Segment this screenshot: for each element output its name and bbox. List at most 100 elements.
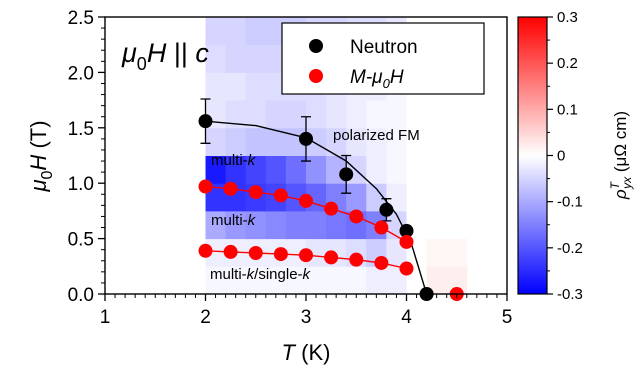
heatmap-cell bbox=[446, 127, 468, 156]
heatmap-cell bbox=[265, 210, 287, 240]
heatmap-cell bbox=[205, 72, 227, 101]
neutron-point bbox=[198, 114, 213, 129]
heatmap-cell bbox=[426, 155, 448, 184]
heatmap-cell bbox=[245, 17, 267, 46]
mh_upper-point bbox=[223, 181, 238, 196]
heatmap-cell bbox=[326, 127, 347, 156]
heatmap-cell bbox=[205, 127, 227, 156]
heatmap-cell bbox=[326, 210, 347, 240]
mh_upper-point bbox=[248, 185, 263, 200]
heatmap-cell bbox=[265, 17, 287, 46]
x-axis-title: T (K) bbox=[282, 340, 331, 365]
phase-label-multi-k-top: multi-k bbox=[211, 152, 257, 169]
heatmap-cell bbox=[366, 183, 387, 212]
colorbar-tick-label: 0 bbox=[557, 148, 565, 165]
x-tick-label: 5 bbox=[502, 307, 513, 328]
heatmap-cell bbox=[205, 17, 227, 46]
mh_lower-point bbox=[223, 244, 238, 259]
mh_lower-point bbox=[248, 246, 263, 261]
heatmap-cell bbox=[446, 210, 468, 240]
data-points bbox=[198, 98, 464, 301]
heatmap-cell bbox=[366, 100, 387, 129]
legend-mh-marker bbox=[309, 69, 323, 83]
heatmap-cell bbox=[346, 266, 367, 295]
mh_upper-point bbox=[273, 188, 288, 203]
heatmap-cell bbox=[406, 127, 428, 156]
colorbar bbox=[517, 16, 548, 295]
legend-neutron-marker bbox=[309, 39, 323, 53]
y-tick-label: 0.0 bbox=[68, 285, 94, 306]
heatmap-cell bbox=[306, 155, 327, 184]
neutron-boundary-curve bbox=[205, 120, 428, 295]
heatmap-cell bbox=[245, 210, 267, 240]
mh_lower-point bbox=[374, 255, 389, 270]
heatmap-cell bbox=[446, 238, 468, 267]
heatmap-cell bbox=[245, 100, 267, 129]
y-tick-label: 0.5 bbox=[68, 230, 94, 251]
heatmap-cell bbox=[406, 183, 428, 212]
mh_upper-point bbox=[198, 179, 213, 194]
heatmap-cell bbox=[446, 266, 468, 295]
heatmap-cell bbox=[426, 210, 448, 240]
heatmap-cell bbox=[446, 155, 468, 184]
colorbar-tick-label: 0.2 bbox=[557, 55, 578, 72]
phase-label-polarized: polarized FM bbox=[333, 127, 420, 144]
mh_lower-point bbox=[349, 252, 364, 267]
mh_lower-point bbox=[299, 248, 313, 263]
mh_upper-point bbox=[349, 209, 364, 224]
heatmap-cell bbox=[245, 155, 267, 184]
heatmap-cell bbox=[205, 238, 227, 267]
heatmap-cell bbox=[225, 155, 247, 184]
heatmap-cell bbox=[225, 100, 247, 129]
legend-neutron-label: Neutron bbox=[350, 37, 418, 58]
mh_upper-point bbox=[374, 220, 389, 235]
heatmap-cell bbox=[265, 72, 287, 101]
heatmap-cell bbox=[205, 44, 227, 73]
heatmap-cell bbox=[205, 155, 227, 184]
y-tick-label: 2.0 bbox=[68, 63, 94, 84]
heatmap-cell bbox=[446, 183, 468, 212]
heatmap-cell bbox=[225, 127, 247, 156]
heatmap-cell bbox=[346, 127, 367, 156]
heatmap-cell bbox=[245, 44, 267, 73]
x-tick-label: 2 bbox=[200, 307, 211, 328]
heatmap-cell bbox=[285, 266, 307, 295]
heatmap-cell bbox=[386, 127, 407, 156]
phase-label-bottom: multi-k/single-k bbox=[210, 266, 312, 283]
neutron-point bbox=[399, 223, 414, 238]
colorbar-tick-label: 0.3 bbox=[557, 9, 578, 26]
heatmap-cell bbox=[225, 72, 247, 101]
legend-mh-label: M-μ0H bbox=[350, 67, 404, 91]
heatmap-cell bbox=[406, 100, 428, 129]
neutron-point bbox=[379, 202, 394, 217]
heatmap-cell bbox=[366, 266, 387, 295]
heatmap-cell bbox=[265, 44, 287, 73]
heatmap-cell bbox=[346, 100, 367, 129]
heatmap-cell bbox=[265, 155, 287, 184]
colorbar-tick-label: -0.3 bbox=[557, 286, 583, 303]
heatmap-cell bbox=[225, 266, 247, 295]
y-tick-label: 2.5 bbox=[68, 8, 94, 29]
heatmap-cell bbox=[265, 100, 287, 129]
heatmap-cell bbox=[265, 127, 287, 156]
heatmap-cell bbox=[406, 155, 428, 184]
heatmap-cell bbox=[426, 266, 448, 295]
x-tick-label: 1 bbox=[100, 307, 111, 328]
heatmap-cell bbox=[306, 100, 327, 129]
heatmap-cell bbox=[245, 72, 267, 101]
heatmap-cell bbox=[285, 100, 307, 129]
heatmap-cell bbox=[386, 100, 407, 129]
y-tick-label: 1.5 bbox=[68, 119, 94, 140]
colorbar-tick-label: -0.2 bbox=[557, 240, 583, 257]
y-axis-title: μ0H (T) bbox=[26, 120, 56, 192]
heatmap-cell bbox=[386, 155, 407, 184]
heatmap-cell bbox=[265, 266, 287, 295]
axis-ticks: 1 2 3 4 5 0.0 0.5 1.0 1.5 2.0 2.5 bbox=[68, 8, 513, 328]
heatmap-cell bbox=[426, 127, 448, 156]
heatmap-cell bbox=[205, 266, 227, 295]
mh_upper-point bbox=[399, 234, 414, 249]
heatmap-cell bbox=[426, 183, 448, 212]
heatmap-cell bbox=[446, 100, 468, 129]
mh_lower-point bbox=[198, 243, 213, 258]
heatmap-cell bbox=[326, 266, 347, 295]
